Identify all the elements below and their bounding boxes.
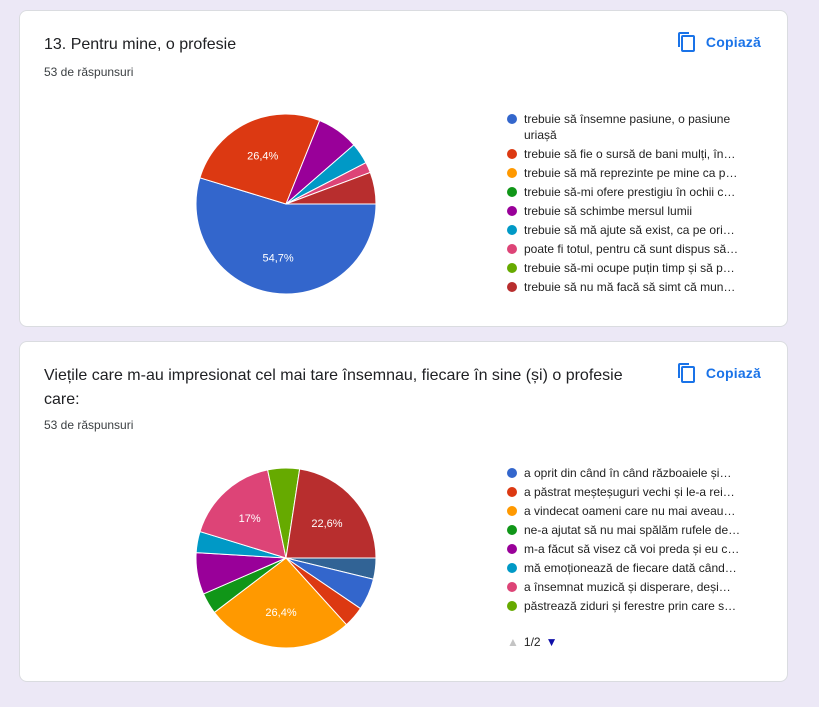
pie-slice (199, 113, 321, 205)
legend-swatch (507, 563, 517, 573)
pie-slice (285, 468, 377, 559)
legend-label: trebuie să însemne pasiune, o pasiune ur… (524, 112, 731, 142)
slice-label: 26,4% (247, 150, 278, 162)
legend-item: trebuie să mă ajute să exist, ca pe ori… (507, 222, 747, 238)
copy-label: Copiază (705, 34, 761, 50)
response-count: 53 de răspunsuri (44, 65, 134, 79)
legend-label: păstrează ziduri și ferestre prin care s… (524, 599, 737, 613)
legend-label: trebuie să nu mă facă să simt că mun… (524, 280, 736, 294)
legend-label: poate fi totul, pentru că sunt dispus să… (524, 242, 739, 256)
legend-label: ne-a ajutat să nu mai spălăm rufele de… (524, 523, 741, 537)
legend-swatch (507, 487, 517, 497)
legend-swatch (507, 114, 517, 124)
legend-swatch (507, 225, 517, 235)
slice-label: 17% (239, 513, 261, 525)
copy-label: Copiază (705, 365, 761, 381)
legend-swatch (507, 601, 517, 611)
legend-item: ne-a ajutat să nu mai spălăm rufele de… (507, 522, 747, 538)
pie-slice (285, 171, 377, 205)
copy-button[interactable]: Copiază (676, 362, 761, 384)
legend-item: trebuie să mă reprezinte pe mine ca p… (507, 165, 747, 181)
legend-swatch (507, 506, 517, 516)
question-title: 13. Pentru mine, o profesie (44, 36, 237, 53)
legend-label: m-a făcut să visez că voi preda și eu c… (524, 542, 740, 556)
legend-swatch (507, 525, 517, 535)
legend-swatch (507, 282, 517, 292)
legend-label: a oprit din când în când războaiele și… (524, 466, 732, 480)
legend-item: trebuie să schimbe mersul lumii (507, 203, 747, 219)
pie-chart: 26,4% 17% 22,6% (195, 467, 377, 649)
legend-item: a vindecat oameni care nu mai aveau… (507, 503, 747, 519)
legend-item: trebuie să însemne pasiune, o pasiune ur… (507, 111, 747, 143)
legend-label: trebuie să schimbe mersul lumii (524, 204, 693, 218)
copy-icon (677, 363, 695, 383)
legend-item: a însemnat muzică și disperare, deși… (507, 579, 747, 595)
legend-label: a însemnat muzică și disperare, deși… (524, 580, 731, 594)
copy-icon (677, 32, 695, 52)
pie-slice (195, 177, 377, 295)
legend-label: a vindecat oameni care nu mai aveau… (524, 504, 736, 518)
legend-item: trebuie să-mi ofere prestigiu în ochii c… (507, 184, 747, 200)
question-title: Viețile care m-au impresionat cel mai ta… (44, 367, 623, 408)
chart-legend: trebuie să însemne pasiune, o pasiune ur… (507, 111, 747, 298)
legend-label: a păstrat meșteșuguri vechi și le-a rei… (524, 485, 735, 499)
legend-label: trebuie să mă reprezinte pe mine ca p… (524, 166, 738, 180)
legend-item: mă emoționează de fiecare dată când… (507, 560, 747, 576)
legend-pager: ▲ 1/2 ▼ (507, 635, 557, 649)
legend-item: trebuie să-mi ocupe puțin timp și să p… (507, 260, 747, 276)
legend-swatch (507, 244, 517, 254)
legend-swatch (507, 582, 517, 592)
legend-item: m-a făcut să visez că voi preda și eu c… (507, 541, 747, 557)
legend-swatch (507, 544, 517, 554)
response-count: 53 de răspunsuri (44, 418, 134, 432)
pager-next-icon[interactable]: ▼ (545, 635, 558, 649)
legend-label: trebuie să fie o sursă de bani mulți, în… (524, 147, 736, 161)
pie-chart: 54,7% 26,4% (195, 113, 377, 295)
legend-label: mă emoționează de fiecare dată când… (524, 561, 737, 575)
legend-label: trebuie să-mi ofere prestigiu în ochii c… (524, 185, 736, 199)
copy-button[interactable]: Copiază (676, 31, 761, 53)
question-card-13: 13. Pentru mine, o profesie 53 de răspun… (19, 10, 788, 327)
legend-item: poate fi totul, pentru că sunt dispus să… (507, 241, 747, 257)
legend-item: păstrează ziduri și ferestre prin care s… (507, 598, 747, 614)
pie-slice (213, 557, 348, 649)
legend-item: a oprit din când în când războaiele și… (507, 465, 747, 481)
slice-label: 26,4% (265, 607, 296, 619)
legend-swatch (507, 168, 517, 178)
legend-item: a păstrat meșteșuguri vechi și le-a rei… (507, 484, 747, 500)
pager-text: 1/2 (523, 635, 541, 649)
legend-item: trebuie să nu mă facă să simt că mun… (507, 279, 747, 295)
legend-swatch (507, 468, 517, 478)
legend-swatch (507, 206, 517, 216)
chart-legend: a oprit din când în când războaiele și… a… (507, 465, 747, 617)
pager-prev-icon[interactable]: ▲ (507, 635, 519, 649)
legend-swatch (507, 149, 517, 159)
legend-swatch (507, 187, 517, 197)
pie-slice (199, 469, 287, 559)
legend-label: trebuie să mă ajute să exist, ca pe ori… (524, 223, 735, 237)
slice-label: 54,7% (262, 252, 293, 264)
legend-item: trebuie să fie o sursă de bani mulți, în… (507, 146, 747, 162)
slice-label: 22,6% (311, 518, 342, 530)
legend-label: trebuie să-mi ocupe puțin timp și să p… (524, 261, 735, 275)
legend-swatch (507, 263, 517, 273)
question-card-lives: Viețile care m-au impresionat cel mai ta… (19, 341, 788, 682)
